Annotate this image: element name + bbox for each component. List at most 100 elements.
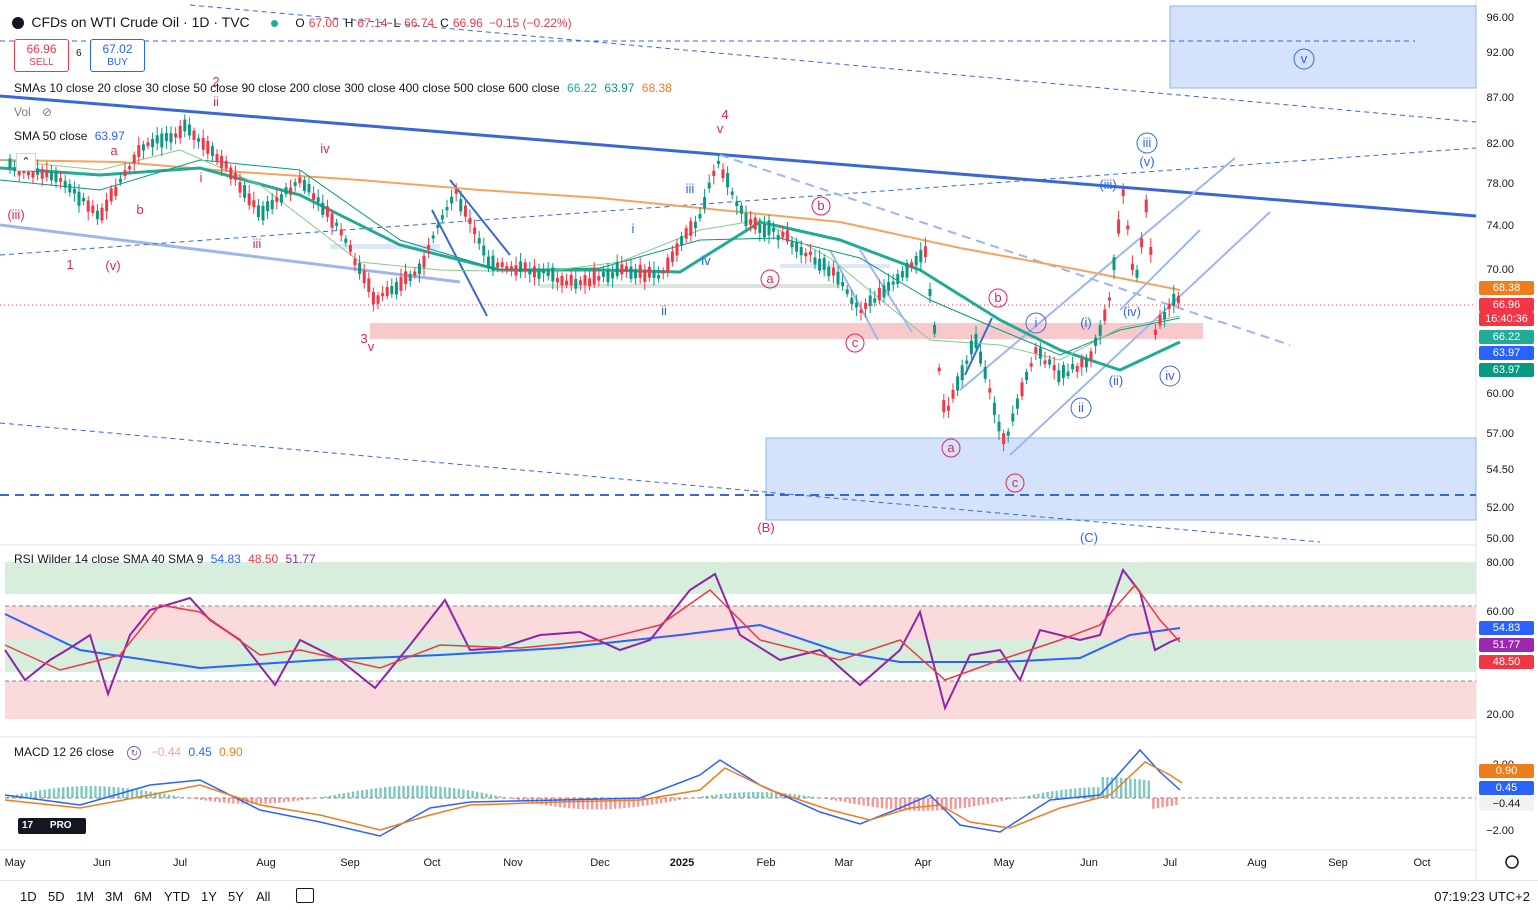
hidden-eye-icon[interactable]: ⊘ (42, 105, 52, 119)
time-tick: Sep (340, 857, 360, 869)
macd-bar (936, 798, 938, 810)
range-button-5d[interactable]: 5D (48, 889, 65, 904)
wave-label-blue: v (1301, 51, 1308, 66)
clock[interactable]: 07:19:23 UTC+2 (1434, 889, 1530, 904)
candle-body (620, 264, 623, 274)
candle-body (1080, 358, 1083, 367)
range-button-1m[interactable]: 1M (76, 889, 94, 904)
candle-body (248, 193, 251, 205)
macd-bar (876, 798, 878, 808)
price-axis: 96.0092.0087.0082.0078.0074.0070.0066.00… (1486, 12, 1514, 545)
vol-legend[interactable]: Vol ⊘ (14, 105, 56, 119)
range-button-6m[interactable]: 6M (134, 889, 152, 904)
tradingview-logo[interactable]: 17 PRO (18, 818, 86, 834)
candle-body (400, 277, 403, 291)
candle-body (234, 173, 237, 180)
macd-bar (720, 794, 722, 798)
macd-bar (1138, 779, 1140, 798)
candle-body (367, 279, 370, 292)
macd-bar (711, 795, 713, 798)
candle-body (390, 286, 393, 294)
collapse-legend-button[interactable]: ⌃ (16, 153, 36, 171)
macd-bar (697, 797, 699, 798)
range-button-all[interactable]: All (256, 889, 270, 904)
macd-bar (517, 798, 519, 800)
macd-bar (853, 798, 855, 804)
spread-value: 6 (76, 48, 82, 59)
candle-body (455, 189, 458, 194)
macd-bar (99, 786, 101, 798)
range-button-1d[interactable]: 1D (20, 889, 37, 904)
candle-body (602, 272, 605, 277)
macd-bar (320, 797, 322, 798)
smas-legend[interactable]: SMAs 10 close 20 close 30 close 50 close… (14, 81, 676, 95)
candle-body (910, 262, 913, 267)
candle-body (528, 269, 531, 274)
buy-button[interactable]: 67.02 BUY (90, 39, 145, 72)
wave-label-blue: ii (661, 303, 667, 318)
candle-body (1044, 360, 1047, 364)
macd-v2: 0.45 (188, 745, 211, 759)
candle-body (505, 266, 508, 270)
candle-body (160, 133, 163, 147)
candle-body (933, 325, 936, 334)
candle-body (331, 213, 334, 227)
sync-icon[interactable]: ↻ (127, 746, 141, 760)
macd-bar (674, 798, 676, 801)
macd-bar (761, 792, 763, 798)
macd-bar (715, 794, 717, 798)
settings-icon[interactable] (1506, 856, 1518, 868)
macd-bar (499, 796, 501, 798)
candle-body (841, 282, 844, 286)
candle-body (124, 170, 127, 176)
candle-body (78, 192, 81, 206)
candle-body (326, 206, 329, 216)
date-range-icon[interactable] (296, 888, 314, 903)
range-button-3m[interactable]: 3M (105, 889, 123, 904)
time-tick: Sep (1328, 857, 1348, 869)
macd-bar (1166, 798, 1168, 807)
macd-bar (352, 792, 354, 798)
macd-bar (218, 798, 220, 802)
sma50-legend[interactable]: SMA 50 close 63.97 (14, 129, 129, 143)
macd-bar (545, 798, 547, 805)
candle-body (717, 161, 720, 164)
rsi-legend[interactable]: RSI Wilder 14 close SMA 40 SMA 9 54.83 4… (14, 552, 320, 566)
candle-body (588, 278, 591, 286)
target-zone-top (1170, 6, 1476, 88)
candle-body (864, 303, 867, 309)
macd-bar (471, 791, 473, 798)
range-button-ytd[interactable]: YTD (164, 889, 190, 904)
macd-bar (126, 788, 128, 798)
candle-body (786, 230, 789, 241)
range-button-1y[interactable]: 1Y (201, 889, 217, 904)
candle-body (1131, 264, 1134, 270)
macd-bar (94, 786, 96, 798)
range-button-5y[interactable]: 5Y (228, 889, 244, 904)
wave-label-red-circled: c (852, 335, 859, 350)
tv-logo-icon: 17 (22, 820, 33, 831)
candle-body (257, 206, 260, 217)
candle-body (1039, 348, 1042, 359)
macd-bar (743, 792, 745, 798)
candle-body (1030, 363, 1033, 366)
candle-body (653, 270, 656, 278)
candle-body (349, 245, 352, 252)
candle-body (413, 272, 416, 276)
wave-label-red: 4 (721, 107, 728, 122)
symbol-title[interactable]: CFDs on WTI Crude Oil · 1D · TVC (31, 14, 249, 30)
candle-body (404, 271, 407, 283)
candle-body (639, 265, 642, 278)
sell-button[interactable]: 66.96 SELL (14, 39, 69, 72)
macd-legend[interactable]: MACD 12 26 close ↻ −0.44 0.45 0.90 (14, 745, 247, 760)
macd-bar (283, 798, 285, 802)
wave-label-red: 1 (66, 257, 73, 272)
candle-body (183, 120, 186, 132)
candle-body (1177, 296, 1180, 303)
candle-body (965, 361, 968, 364)
price-tick: 50.00 (1486, 533, 1514, 545)
rsi-v3: 51.77 (286, 552, 316, 566)
macd-bar (200, 798, 202, 800)
wave-label-red: (iii) (7, 207, 24, 222)
